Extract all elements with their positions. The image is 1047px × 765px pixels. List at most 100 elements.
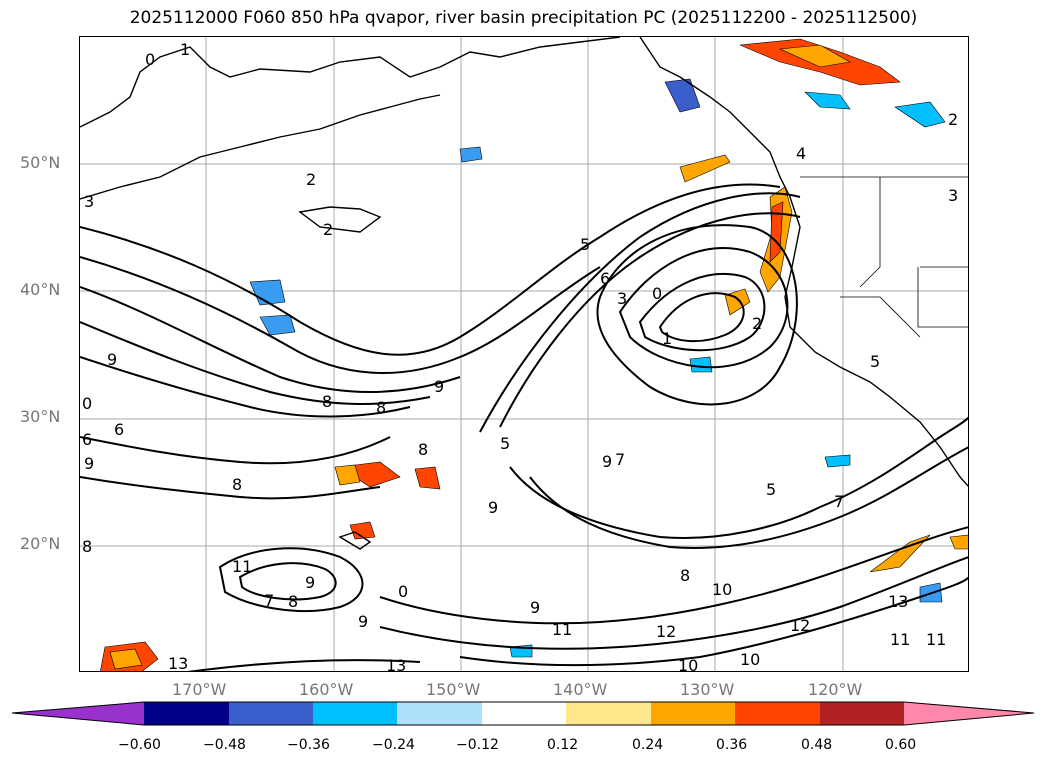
contour-label: 3 — [84, 192, 94, 211]
contour-label: 7 — [264, 591, 274, 610]
contour-label: 11 — [926, 630, 946, 649]
contour-label: 4 — [796, 144, 806, 163]
precip-patch — [259, 314, 296, 336]
colorbar-segment — [651, 702, 735, 725]
colorbar-segment — [12, 702, 144, 725]
contour-label: 0 — [398, 582, 408, 601]
contour-line — [479, 192, 801, 433]
contour-label: 5 — [870, 352, 880, 371]
contour-label: 2 — [323, 220, 333, 239]
colorbar-tick-label: −0.24 — [372, 737, 415, 753]
contour-label: 10 — [712, 580, 732, 599]
contour-label: 8 — [376, 398, 386, 417]
contour-label: 9 — [602, 452, 612, 471]
contour-line — [529, 446, 968, 549]
precip-patch — [724, 288, 751, 316]
contour-label: 0 — [145, 50, 155, 69]
contour-label: 6 — [82, 430, 92, 449]
contour-label: 8 — [322, 392, 332, 411]
colorbar-tick-label: 0.48 — [801, 737, 833, 753]
lon-label-160w: 160°W — [299, 680, 354, 699]
contour-label: 11 — [232, 557, 252, 576]
contour-label: 8 — [680, 566, 690, 585]
lat-label-50n: 50°N — [20, 153, 61, 172]
contour-line — [638, 273, 766, 352]
colorbar-tick-label: −0.60 — [118, 737, 161, 753]
contour-label: 9 — [434, 377, 444, 396]
contour-label: 7 — [615, 450, 625, 469]
precip-patch — [824, 454, 851, 468]
precip-patch — [679, 154, 731, 183]
contour-line — [80, 356, 411, 418]
contour-line — [459, 576, 968, 667]
contour-line — [218, 547, 364, 612]
precip-patch — [804, 91, 851, 110]
contour-label: 8 — [288, 592, 298, 611]
lon-label-130w: 130°W — [680, 680, 735, 699]
graticule — [80, 37, 968, 671]
lon-label-120w: 120°W — [808, 680, 863, 699]
contour-line — [80, 321, 431, 405]
contour-label: 10 — [678, 656, 698, 672]
border-line — [859, 177, 881, 288]
contour-line — [80, 256, 601, 375]
precip-patch — [689, 356, 713, 373]
contour-label: 9 — [305, 573, 315, 592]
colorbar — [11, 701, 1035, 726]
precip-patch — [349, 521, 376, 540]
contour-line — [379, 556, 968, 650]
colorbar-segment — [904, 702, 1034, 725]
lon-label-140w: 140°W — [553, 680, 608, 699]
contour-label-group: 0 1 2 2 2 3 5 6 3 0 1 2 4 3 5 9 8 8 6 6 … — [82, 40, 958, 672]
lon-label-150w: 150°W — [426, 680, 481, 699]
contour-label: 5 — [766, 480, 776, 499]
lat-label-40n: 40°N — [20, 280, 61, 299]
lat-label-20n: 20°N — [20, 534, 61, 553]
contour-label: 0 — [82, 394, 92, 413]
precip-patch — [249, 279, 286, 306]
contour-line — [509, 416, 968, 539]
map-plot: 0 1 2 2 2 3 5 6 3 0 1 2 4 3 5 9 8 8 6 6 … — [80, 37, 968, 672]
contour-line — [238, 562, 337, 601]
colorbar-segment — [566, 702, 651, 725]
qvapor-contours — [80, 183, 968, 671]
contour-label: 6 — [114, 420, 124, 439]
contour-label: 9 — [84, 454, 94, 473]
contour-label: 0 — [652, 284, 662, 303]
colorbar-tick-label: 0.12 — [547, 737, 579, 753]
hawaii-island — [338, 531, 372, 550]
colorbar-tick-label: −0.12 — [456, 737, 499, 753]
contour-line — [187, 659, 421, 671]
contour-line — [618, 247, 789, 369]
contour-label: 6 — [600, 269, 610, 288]
border-line — [917, 267, 968, 328]
aleutian-arc — [80, 94, 441, 200]
contour-label: 2 — [306, 170, 316, 189]
contour-label: 3 — [617, 289, 627, 308]
contour-label: 9 — [358, 612, 368, 631]
precip-patch — [459, 146, 483, 163]
contour-label: 8 — [82, 537, 92, 556]
colorbar-segment — [397, 702, 482, 725]
precip-patch — [778, 44, 851, 68]
contour-label: 9 — [530, 598, 540, 617]
contour-line — [658, 292, 745, 343]
colorbar-tick-label: 0.36 — [716, 737, 748, 753]
contour-line — [596, 224, 798, 406]
contour-label: 13 — [168, 654, 188, 672]
contour-line — [80, 286, 461, 393]
precip-patch — [949, 534, 968, 550]
colorbar-segment — [313, 702, 397, 725]
contour-line — [80, 183, 781, 356]
state-borders — [800, 176, 968, 338]
colorbar-segment — [735, 702, 820, 725]
contour-label: 11 — [890, 630, 910, 649]
contour-label: 11 — [552, 620, 572, 639]
colorbar-segment — [820, 702, 904, 725]
colorbar-tick-label: 0.60 — [885, 737, 917, 753]
precip-patch — [109, 648, 143, 670]
precip-patch — [894, 101, 946, 128]
colorbar-segment — [144, 702, 229, 725]
contour-line — [379, 526, 968, 625]
contour-label: 9 — [488, 498, 498, 517]
